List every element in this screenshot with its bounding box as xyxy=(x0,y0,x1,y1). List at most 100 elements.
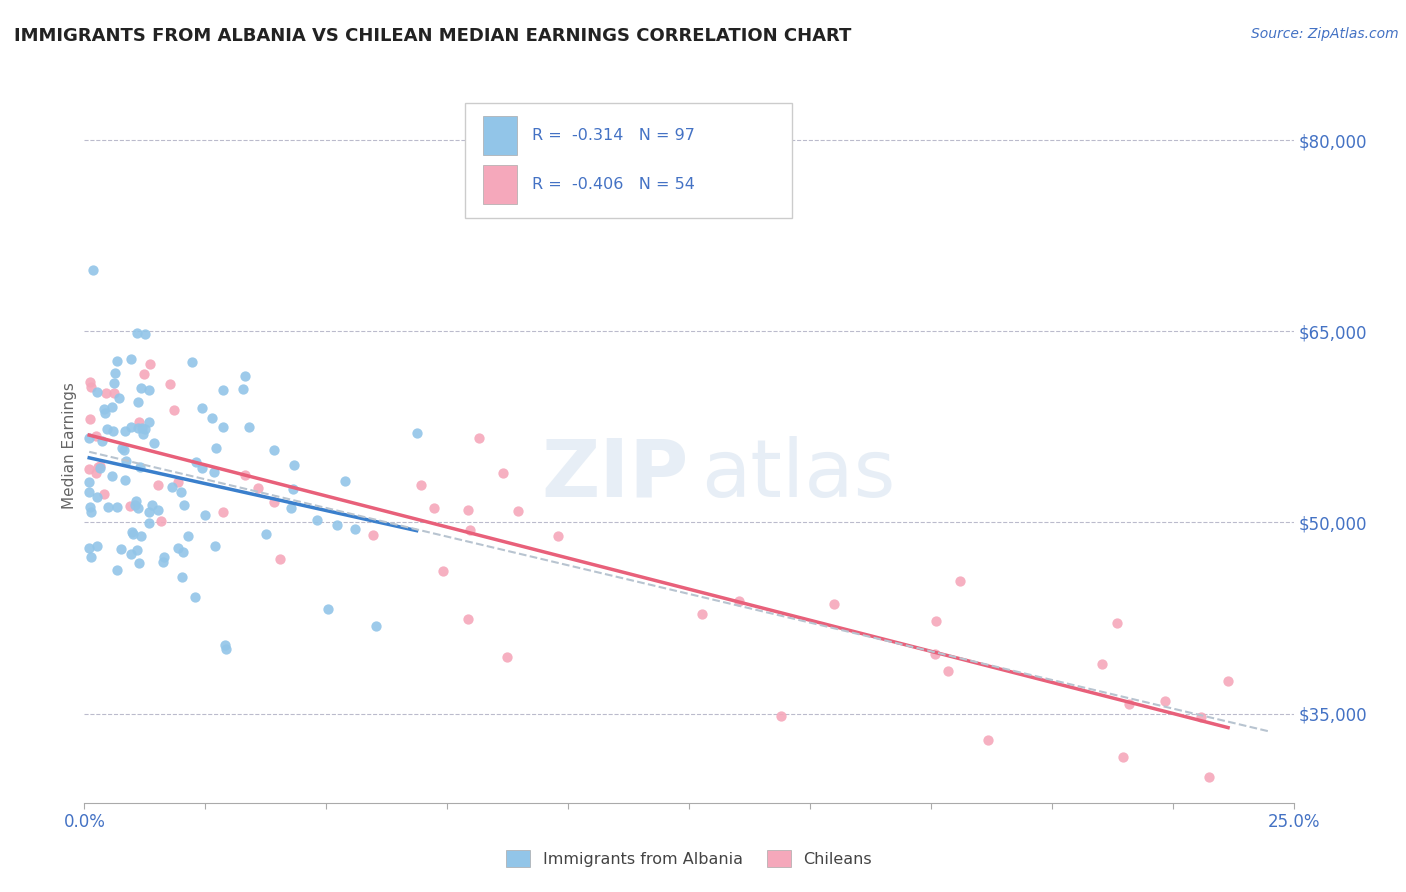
Point xyxy=(94,386,117,401)
Point xyxy=(86,385,108,400)
Point xyxy=(263,495,285,509)
Point xyxy=(146,478,169,492)
Point xyxy=(212,505,235,519)
Point xyxy=(105,563,128,577)
Point xyxy=(138,505,160,519)
Point xyxy=(141,498,163,512)
Point xyxy=(335,474,357,488)
Point xyxy=(120,547,142,561)
Point xyxy=(769,708,792,723)
Point xyxy=(121,526,143,541)
Point xyxy=(134,326,156,341)
Point xyxy=(148,503,170,517)
Point xyxy=(344,522,367,536)
Point xyxy=(936,664,959,678)
Point xyxy=(925,614,948,628)
Point xyxy=(131,420,153,434)
Point xyxy=(269,551,291,566)
Point xyxy=(214,638,236,652)
Point xyxy=(89,460,111,475)
Point xyxy=(458,524,481,538)
Point xyxy=(127,501,149,516)
Text: ZIP: ZIP xyxy=(541,435,689,514)
Point xyxy=(89,458,111,473)
Point xyxy=(138,516,160,531)
Point xyxy=(153,549,176,564)
Point xyxy=(254,527,277,541)
Point xyxy=(422,500,444,515)
Point xyxy=(924,647,946,661)
Point xyxy=(142,436,165,450)
Point xyxy=(405,426,427,441)
Point xyxy=(114,424,136,438)
Point xyxy=(120,351,142,366)
Point xyxy=(86,539,108,553)
Point xyxy=(96,421,118,435)
Point xyxy=(366,619,388,633)
Point xyxy=(150,514,173,528)
Point xyxy=(202,465,225,479)
Point xyxy=(457,503,479,517)
Point xyxy=(125,542,148,557)
Point xyxy=(103,376,125,390)
Text: R =  -0.406   N = 54: R = -0.406 N = 54 xyxy=(531,177,695,192)
Point xyxy=(79,500,101,514)
Point xyxy=(238,420,260,434)
Bar xyxy=(484,165,517,204)
Point xyxy=(1105,615,1128,630)
Point xyxy=(166,541,188,555)
Point xyxy=(1118,697,1140,711)
Point xyxy=(80,380,103,394)
Point xyxy=(87,460,110,475)
Point xyxy=(77,485,100,500)
Point xyxy=(152,555,174,569)
Point xyxy=(283,482,305,496)
Point xyxy=(84,466,107,480)
Point xyxy=(409,478,432,492)
Point xyxy=(101,424,124,438)
Point xyxy=(468,431,491,445)
Point xyxy=(172,545,194,559)
Point xyxy=(77,541,100,555)
Point xyxy=(79,412,101,426)
Legend: Immigrants from Albania, Chileans: Immigrants from Albania, Chileans xyxy=(499,844,879,873)
Point xyxy=(949,574,972,589)
Point xyxy=(263,442,285,457)
Point xyxy=(80,505,103,519)
Point xyxy=(79,376,101,390)
Point xyxy=(547,529,569,543)
Point xyxy=(1198,770,1220,784)
Point xyxy=(77,475,100,489)
Point xyxy=(1189,710,1212,724)
FancyBboxPatch shape xyxy=(465,103,792,218)
Point xyxy=(163,402,186,417)
Point xyxy=(172,570,194,584)
Point xyxy=(125,494,148,508)
Point xyxy=(110,542,132,557)
Point xyxy=(205,441,228,455)
Point xyxy=(727,593,749,607)
Point xyxy=(823,597,845,611)
Point xyxy=(128,415,150,429)
Point xyxy=(181,354,204,368)
Text: IMMIGRANTS FROM ALBANIA VS CHILEAN MEDIAN EARNINGS CORRELATION CHART: IMMIGRANTS FROM ALBANIA VS CHILEAN MEDIA… xyxy=(14,27,852,45)
Point xyxy=(201,411,224,425)
Point xyxy=(120,420,142,434)
Point xyxy=(316,602,339,616)
Point xyxy=(212,384,235,398)
Point xyxy=(159,376,181,391)
Point xyxy=(93,401,115,416)
Point xyxy=(129,529,152,543)
Point xyxy=(173,498,195,512)
Point xyxy=(80,549,103,564)
Point xyxy=(194,508,217,522)
Point xyxy=(506,504,529,518)
Point xyxy=(101,468,124,483)
Point xyxy=(184,591,207,605)
Point xyxy=(77,431,100,445)
Point xyxy=(215,642,238,657)
Point xyxy=(233,368,256,383)
Point xyxy=(105,353,128,368)
Point xyxy=(247,481,270,495)
Point xyxy=(186,455,208,469)
